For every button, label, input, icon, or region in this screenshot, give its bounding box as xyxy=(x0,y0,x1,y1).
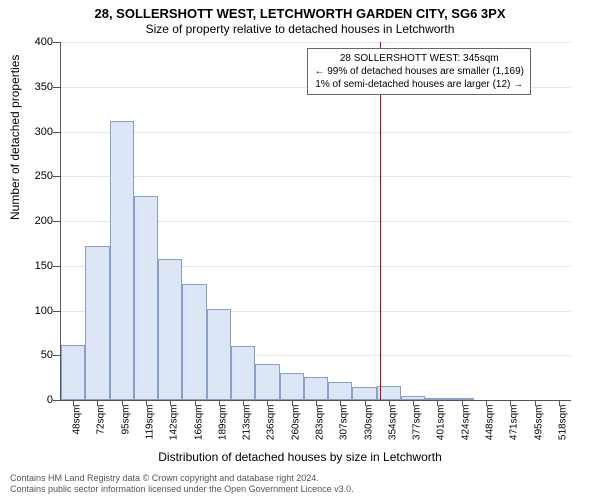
y-tick xyxy=(53,132,61,133)
x-tick-label: 424sqm xyxy=(460,405,471,441)
y-tick xyxy=(53,42,61,43)
histogram-bar xyxy=(158,259,182,400)
footer-line-2: Contains public sector information licen… xyxy=(10,484,354,496)
y-tick-label: 350 xyxy=(21,81,53,93)
x-tick-label: 471sqm xyxy=(509,405,520,441)
x-tick-label: 401sqm xyxy=(436,405,447,441)
x-tick-label: 95sqm xyxy=(120,405,131,435)
info-line-1: 28 SOLLERSHOTT WEST: 345sqm xyxy=(314,52,524,65)
x-tick-label: 518sqm xyxy=(557,405,568,441)
histogram-bar xyxy=(61,345,85,400)
x-tick-label: 166sqm xyxy=(193,405,204,441)
x-tick-label: 119sqm xyxy=(145,405,156,440)
x-tick-label: 142sqm xyxy=(169,405,180,441)
y-tick-label: 0 xyxy=(21,394,53,406)
info-box: 28 SOLLERSHOTT WEST: 345sqm ← 99% of det… xyxy=(307,48,531,95)
plot-area: 05010015020025030035040048sqm72sqm95sqm1… xyxy=(60,42,571,401)
marker-line xyxy=(380,42,381,400)
x-tick-label: 354sqm xyxy=(387,405,398,441)
y-tick-label: 400 xyxy=(21,36,53,48)
y-tick-label: 300 xyxy=(21,126,53,138)
x-tick-label: 448sqm xyxy=(485,405,496,441)
histogram-bar xyxy=(110,121,134,400)
y-tick-label: 250 xyxy=(21,170,53,182)
grid-line xyxy=(61,132,571,133)
x-tick-label: 260sqm xyxy=(290,405,301,441)
grid-line xyxy=(61,42,571,43)
histogram-bar xyxy=(255,364,279,400)
x-tick-label: 189sqm xyxy=(217,405,228,441)
y-tick-label: 150 xyxy=(21,260,53,272)
x-tick-label: 48sqm xyxy=(72,405,83,435)
y-tick xyxy=(53,87,61,88)
info-line-3: 1% of semi-detached houses are larger (1… xyxy=(314,78,524,91)
x-tick-label: 236sqm xyxy=(266,405,277,441)
histogram-bar xyxy=(328,382,352,400)
histogram-bar xyxy=(207,309,231,400)
x-tick-label: 307sqm xyxy=(339,405,350,441)
y-tick-label: 200 xyxy=(21,215,53,227)
x-tick-label: 283sqm xyxy=(315,405,326,441)
histogram-bar xyxy=(134,196,158,400)
x-axis-title: Distribution of detached houses by size … xyxy=(0,450,600,464)
y-axis-title: Number of detached properties xyxy=(8,55,22,220)
y-tick xyxy=(53,176,61,177)
info-line-2: ← 99% of detached houses are smaller (1,… xyxy=(314,65,524,78)
histogram-bar xyxy=(231,346,255,400)
chart-subtitle: Size of property relative to detached ho… xyxy=(0,21,600,36)
grid-line xyxy=(61,176,571,177)
y-tick xyxy=(53,221,61,222)
x-tick-label: 377sqm xyxy=(412,405,423,441)
histogram-bar xyxy=(280,373,304,400)
histogram-bar xyxy=(304,377,328,400)
y-tick xyxy=(53,311,61,312)
x-tick-label: 213sqm xyxy=(242,405,253,441)
x-tick-label: 330sqm xyxy=(363,405,374,441)
y-tick-label: 100 xyxy=(21,305,53,317)
chart-title: 28, SOLLERSHOTT WEST, LETCHWORTH GARDEN … xyxy=(0,0,600,21)
histogram-bar xyxy=(352,387,376,400)
footer: Contains HM Land Registry data © Crown c… xyxy=(10,473,354,496)
chart-container: 28, SOLLERSHOTT WEST, LETCHWORTH GARDEN … xyxy=(0,0,600,500)
x-tick-label: 495sqm xyxy=(533,405,544,441)
footer-line-1: Contains HM Land Registry data © Crown c… xyxy=(10,473,354,485)
y-tick xyxy=(53,400,61,401)
y-tick xyxy=(53,355,61,356)
x-tick-label: 72sqm xyxy=(96,405,107,435)
y-tick-label: 50 xyxy=(21,349,53,361)
histogram-bar xyxy=(182,284,206,400)
y-tick xyxy=(53,266,61,267)
histogram-bar xyxy=(85,246,109,400)
